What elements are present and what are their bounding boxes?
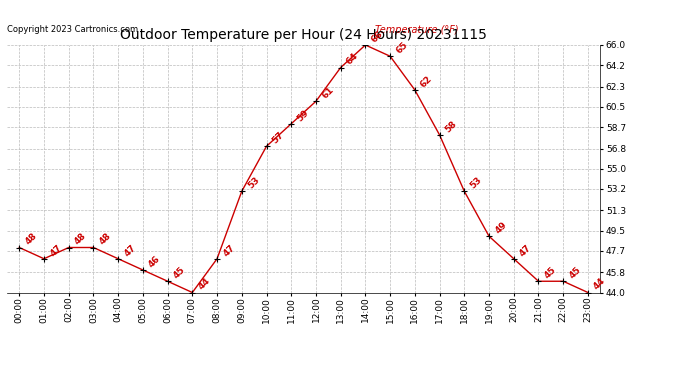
Text: 48: 48	[73, 231, 88, 247]
Text: 44: 44	[197, 276, 212, 292]
Text: 53: 53	[469, 175, 484, 190]
Text: 45: 45	[567, 265, 582, 280]
Text: 61: 61	[320, 85, 335, 100]
Text: Temperature (°F): Temperature (°F)	[375, 25, 458, 35]
Text: 45: 45	[542, 265, 558, 280]
Text: 49: 49	[493, 220, 509, 236]
Text: 46: 46	[147, 254, 162, 269]
Text: 45: 45	[172, 265, 187, 280]
Text: 65: 65	[394, 40, 409, 56]
Text: 62: 62	[419, 74, 434, 89]
Text: Copyright 2023 Cartronics.com: Copyright 2023 Cartronics.com	[7, 25, 138, 34]
Text: 66: 66	[370, 29, 385, 44]
Text: 48: 48	[23, 231, 39, 247]
Text: 47: 47	[518, 243, 533, 258]
Text: 53: 53	[246, 175, 261, 190]
Text: 48: 48	[97, 231, 113, 247]
Text: 47: 47	[122, 243, 138, 258]
Text: 57: 57	[270, 130, 286, 146]
Text: 47: 47	[221, 243, 237, 258]
Text: 58: 58	[444, 119, 459, 134]
Text: 64: 64	[345, 51, 360, 67]
Text: 44: 44	[592, 276, 607, 292]
Text: 47: 47	[48, 243, 63, 258]
Title: Outdoor Temperature per Hour (24 Hours) 20231115: Outdoor Temperature per Hour (24 Hours) …	[120, 28, 487, 42]
Text: 59: 59	[295, 108, 310, 123]
